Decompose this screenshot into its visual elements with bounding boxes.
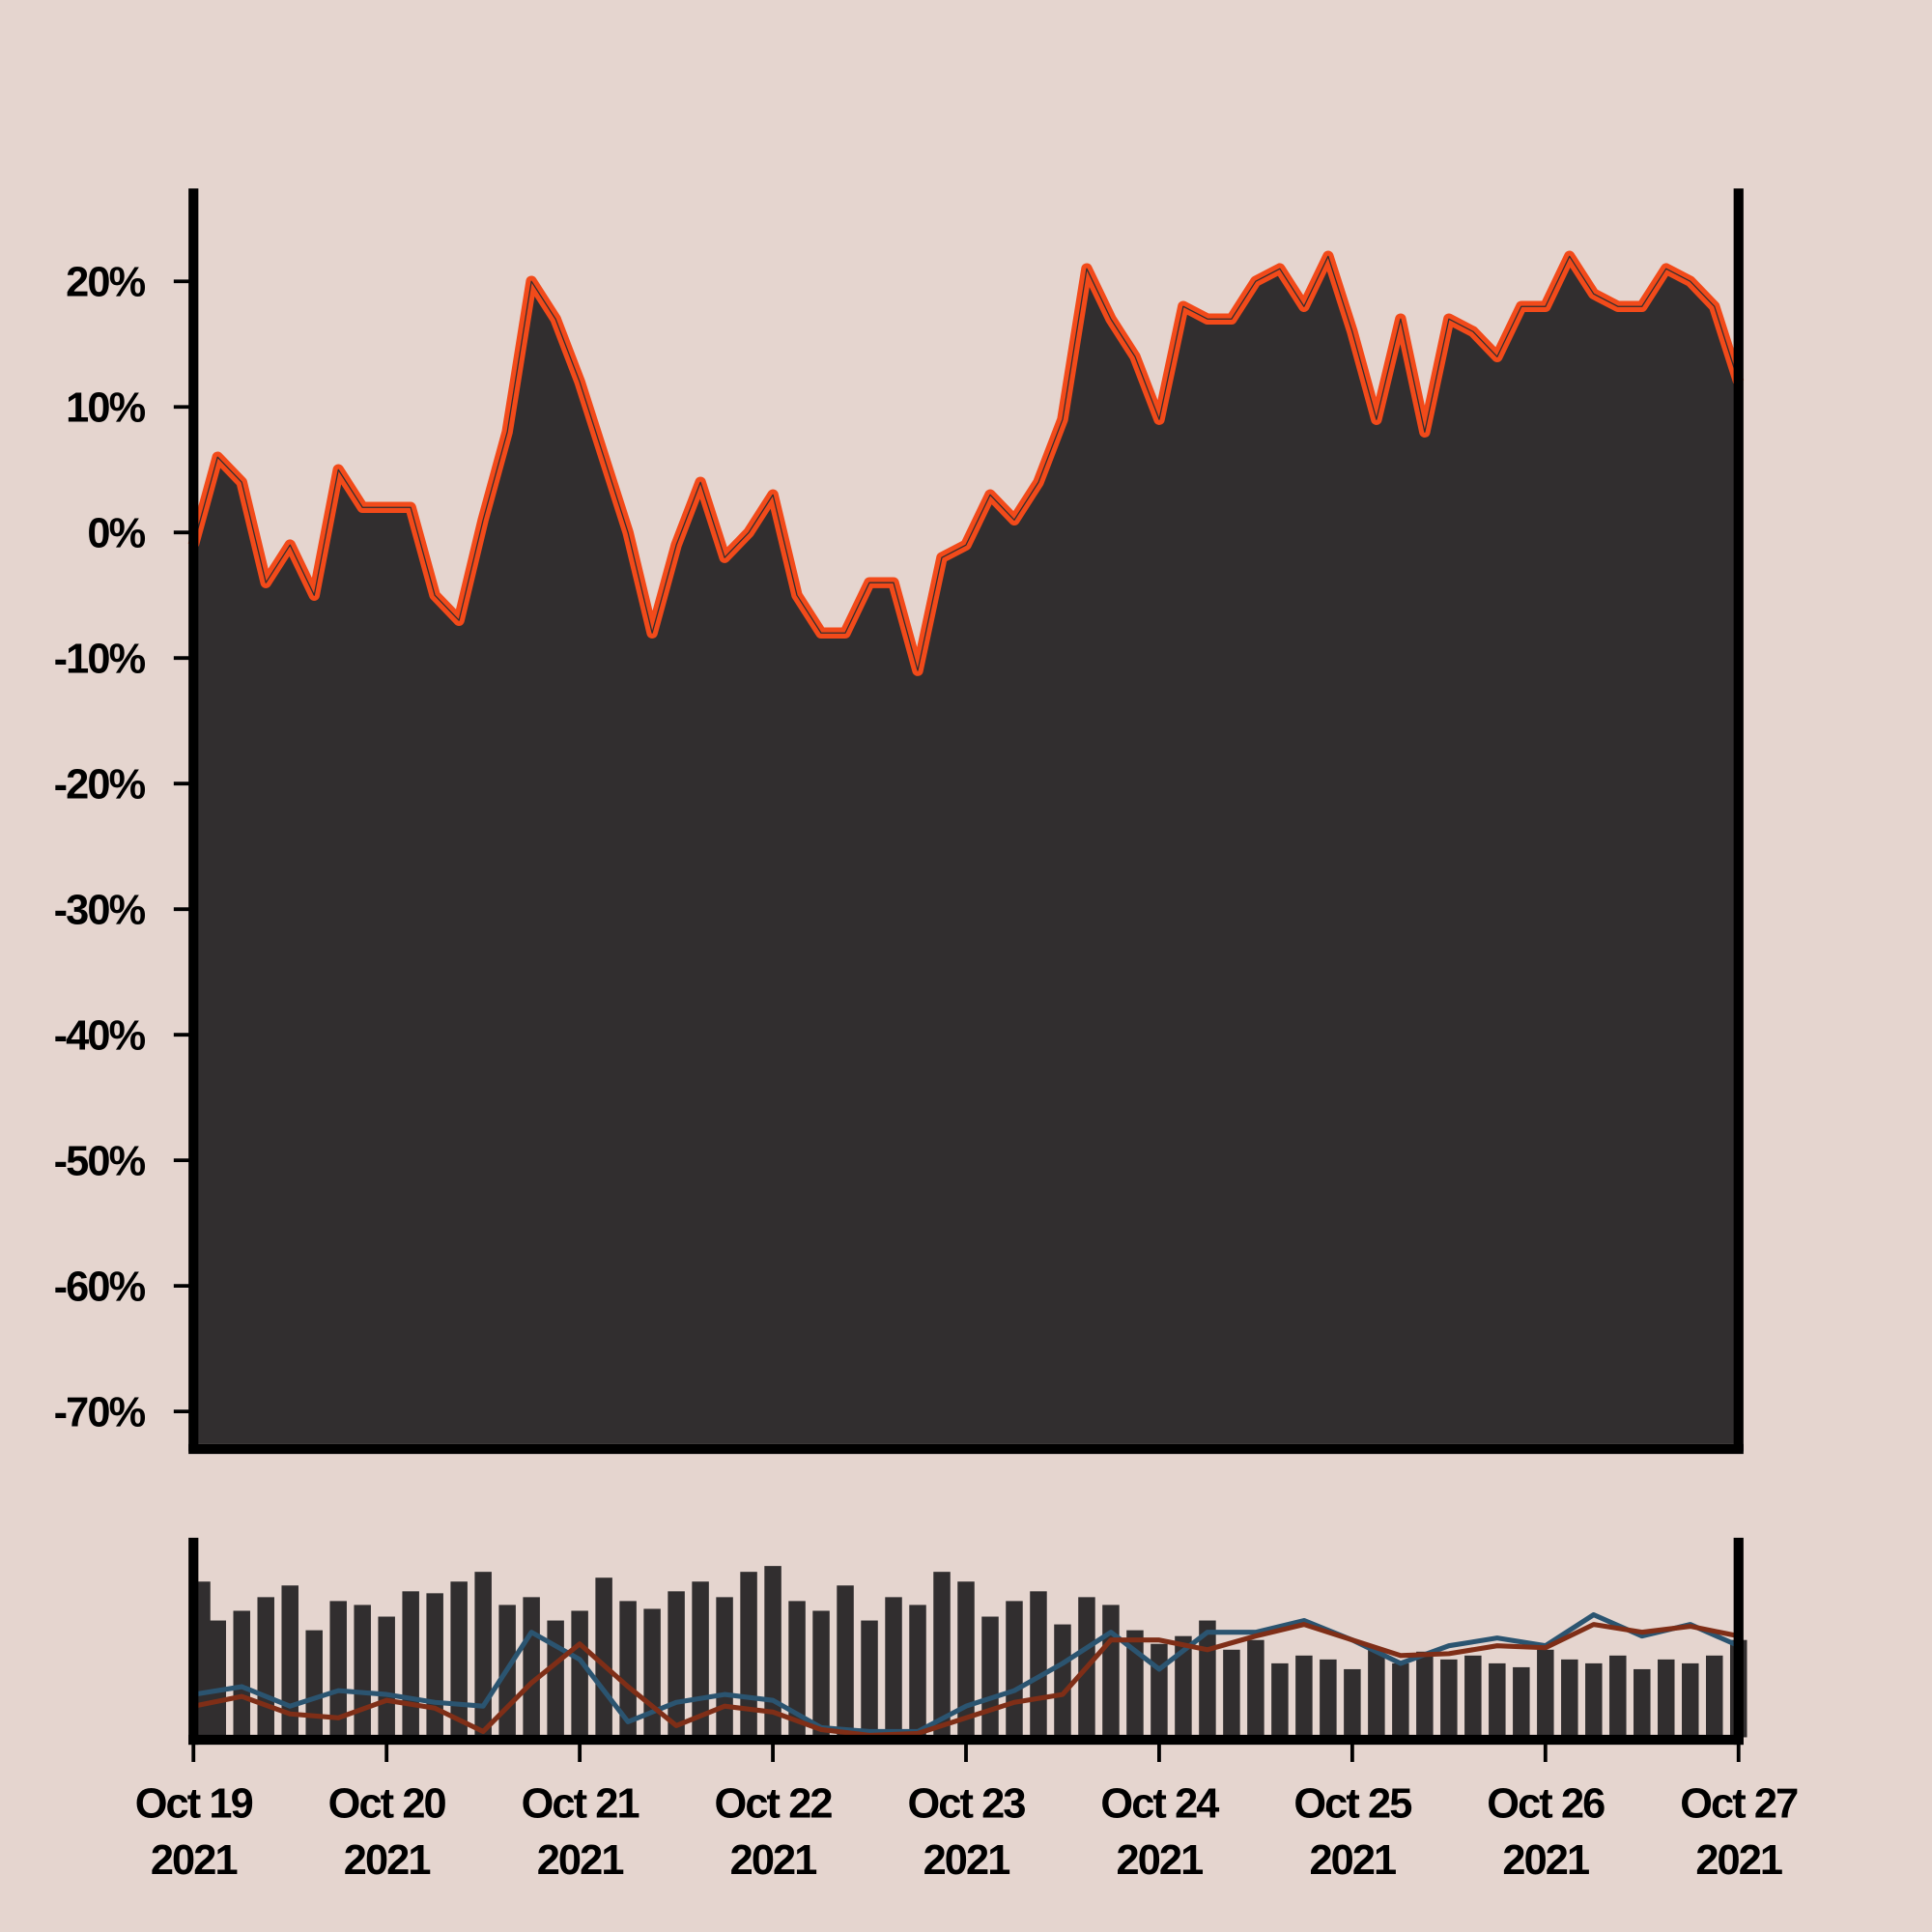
volume-bar xyxy=(1030,1591,1047,1738)
volume-bar xyxy=(668,1591,685,1738)
volume-bar xyxy=(861,1620,878,1738)
volume-bar xyxy=(764,1566,781,1738)
x-tick-label: Oct 27 2021 xyxy=(1680,1780,1798,1884)
volume-bar xyxy=(1609,1655,1627,1738)
x-tick-label: Oct 22 2021 xyxy=(715,1780,833,1884)
y-tick-label: -60% xyxy=(54,1264,146,1310)
volume-bar xyxy=(378,1616,395,1738)
y-tick-label: 0% xyxy=(87,511,145,557)
volume-bar xyxy=(1271,1662,1289,1738)
volume-bar xyxy=(1006,1601,1023,1738)
y-tick-label: 20% xyxy=(66,260,145,306)
volume-bar xyxy=(1126,1630,1144,1738)
volume-bar xyxy=(571,1610,588,1738)
y-tick-label: 10% xyxy=(66,385,145,432)
volume-bar xyxy=(1247,1639,1264,1738)
volume-bar xyxy=(523,1597,540,1738)
volume-bar xyxy=(1392,1662,1409,1738)
x-tick-label: Oct 20 2021 xyxy=(328,1780,446,1884)
volume-bar xyxy=(740,1572,757,1738)
volume-bar xyxy=(233,1610,250,1738)
volume-bar xyxy=(1175,1635,1192,1738)
volume-bar xyxy=(547,1620,564,1738)
y-tick-label: -70% xyxy=(54,1389,146,1435)
volume-bar xyxy=(1682,1662,1699,1738)
volume-bar xyxy=(474,1572,492,1738)
volume-bar xyxy=(716,1597,733,1738)
volume-bar xyxy=(426,1593,443,1738)
volume-bar xyxy=(885,1597,902,1738)
moving-average-line xyxy=(192,1622,1740,1738)
x-tick-label: Oct 26 2021 xyxy=(1487,1780,1605,1884)
volume-bar xyxy=(837,1585,854,1738)
x-tick-label: Oct 25 2021 xyxy=(1293,1780,1411,1884)
volume-bar xyxy=(957,1581,975,1738)
volume-bar xyxy=(281,1585,298,1738)
y-tick-label: -10% xyxy=(54,637,146,683)
volume-bar xyxy=(1320,1659,1337,1738)
volume-bar xyxy=(1658,1659,1675,1738)
moving-average-line xyxy=(192,1612,1740,1735)
volume-bar xyxy=(1223,1649,1240,1738)
volume-bar xyxy=(257,1597,274,1738)
y-tick-label: -20% xyxy=(54,761,146,808)
volume-bar xyxy=(788,1601,806,1738)
volume-bar xyxy=(402,1591,419,1738)
volume-bar xyxy=(329,1601,347,1738)
volume-bar xyxy=(305,1630,323,1738)
x-tick-label: Oct 24 2021 xyxy=(1100,1780,1219,1884)
volume-bar xyxy=(1464,1655,1482,1738)
volume-bar xyxy=(1151,1643,1168,1738)
volume-bar xyxy=(812,1610,830,1738)
volume-bar xyxy=(1416,1651,1434,1738)
volume-bar xyxy=(1295,1655,1313,1738)
volume-bar xyxy=(909,1605,926,1738)
volume-bar xyxy=(643,1608,661,1738)
volume-bar xyxy=(933,1572,951,1738)
volume-bar xyxy=(450,1581,468,1738)
volume-bar xyxy=(1537,1649,1554,1738)
y-tick-label: -30% xyxy=(54,887,146,933)
volume-panel: Oct 19 2021 Oct 20 2021 Oct 21 2021 Oct 22 2021… xyxy=(135,1537,1800,1884)
volume-bar xyxy=(354,1605,371,1738)
volume-bar xyxy=(1440,1659,1458,1738)
volume-bar xyxy=(1489,1662,1506,1738)
volume-bar xyxy=(1344,1668,1361,1738)
volume-bar xyxy=(619,1601,637,1738)
volume-bar xyxy=(1513,1666,1530,1738)
y-tick-label: -40% xyxy=(54,1012,146,1059)
volume-bar xyxy=(1368,1649,1385,1738)
volume-bar xyxy=(1706,1655,1723,1738)
area-fill xyxy=(193,256,1739,1444)
price-panel: 20% 10% 0% -10% -20% -30% -40% -50% -60% -70% xyxy=(54,188,1745,1455)
y-tick-label: -50% xyxy=(54,1138,146,1184)
volume-bar xyxy=(981,1616,999,1738)
x-tick-label: Oct 19 2021 xyxy=(135,1780,253,1884)
price-line-inner xyxy=(192,255,1740,671)
x-tick-label: Oct 21 2021 xyxy=(522,1780,639,1884)
x-tick-label: Oct 23 2021 xyxy=(907,1780,1025,1884)
volume-bar xyxy=(1102,1605,1120,1738)
volume-bar xyxy=(1054,1624,1071,1738)
volume-bar xyxy=(1561,1659,1578,1738)
volume-bar xyxy=(1585,1662,1603,1738)
volume-bar xyxy=(1634,1668,1651,1738)
volume-bar xyxy=(209,1620,226,1738)
